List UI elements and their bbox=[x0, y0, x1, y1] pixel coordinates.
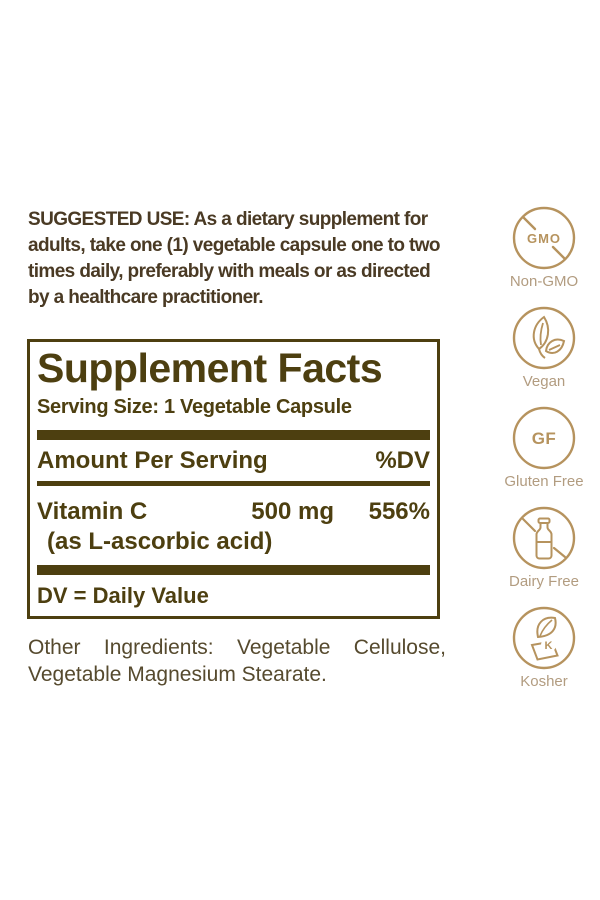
supplement-facts-panel: Supplement Facts Serving Size: 1 Vegetab… bbox=[27, 339, 440, 619]
badge-label-gluten-free: Gluten Free bbox=[504, 473, 584, 490]
badge-label-non-gmo: Non-GMO bbox=[509, 273, 579, 290]
suggested-use-text: SUGGESTED USE: As a dietary supplement f… bbox=[28, 207, 464, 311]
other-ingredients-line: Other Ingredients: Vegetable Cellulose, bbox=[28, 636, 446, 659]
badge-label-kosher: Kosher bbox=[520, 673, 568, 690]
badge-label-vegan: Vegan bbox=[522, 373, 566, 390]
badge-kosher: K Kosher bbox=[512, 606, 576, 690]
nutrient-amount: 500 mg bbox=[251, 498, 334, 525]
serving-size: Serving Size: 1 Vegetable Capsule bbox=[37, 396, 352, 418]
nutrient-sub-name: (as L-ascorbic acid) bbox=[47, 528, 273, 555]
dv-header-label: %DV bbox=[375, 447, 430, 474]
divider-medium bbox=[37, 481, 430, 486]
dv-footnote: DV = Daily Value bbox=[37, 583, 209, 608]
nutrient-name: Vitamin C bbox=[37, 498, 148, 525]
certification-badges: GMO Non-GMO Vegan GF Gluten Free bbox=[489, 206, 599, 706]
suggested-use-line: SUGGESTED USE: As a dietary supplement f… bbox=[28, 209, 428, 230]
suggested-use-line: adults, take one (1) vegetable capsule o… bbox=[28, 235, 441, 256]
gf-icon-text: GF bbox=[532, 429, 557, 448]
badge-label-dairy-free: Dairy Free bbox=[508, 573, 579, 590]
amount-header-row: Amount Per Serving %DV bbox=[37, 440, 430, 481]
amount-per-serving-label: Amount Per Serving bbox=[37, 447, 268, 474]
nutrient-row: Vitamin C 500 mg 556% bbox=[37, 486, 430, 526]
leaf-icon bbox=[512, 306, 576, 370]
nutrient-dv: 556% bbox=[368, 498, 430, 525]
gmo-crossed-icon: GMO bbox=[512, 206, 576, 270]
suggested-use-line: times daily, preferably with meals or as… bbox=[28, 261, 431, 282]
badge-vegan: Vegan bbox=[512, 306, 576, 390]
kosher-k-icon: K bbox=[512, 606, 576, 670]
divider-thick bbox=[37, 430, 430, 440]
other-ingredients-text: Other Ingredients: Vegetable Cellulose, … bbox=[28, 634, 446, 688]
milk-bottle-crossed-icon bbox=[512, 506, 576, 570]
kosher-icon-text: K bbox=[545, 640, 553, 652]
badge-gluten-free: GF Gluten Free bbox=[504, 406, 584, 490]
gmo-icon-text: GMO bbox=[527, 231, 561, 246]
gf-icon: GF bbox=[512, 406, 576, 470]
supplement-facts-title: Supplement Facts bbox=[37, 345, 383, 391]
divider-thick bbox=[37, 565, 430, 575]
badge-non-gmo: GMO Non-GMO bbox=[510, 206, 578, 290]
other-ingredients-line: Vegetable Magnesium Stearate. bbox=[28, 663, 327, 686]
suggested-use-line: by a healthcare practitioner. bbox=[28, 287, 264, 308]
badge-dairy-free: Dairy Free bbox=[509, 506, 579, 590]
